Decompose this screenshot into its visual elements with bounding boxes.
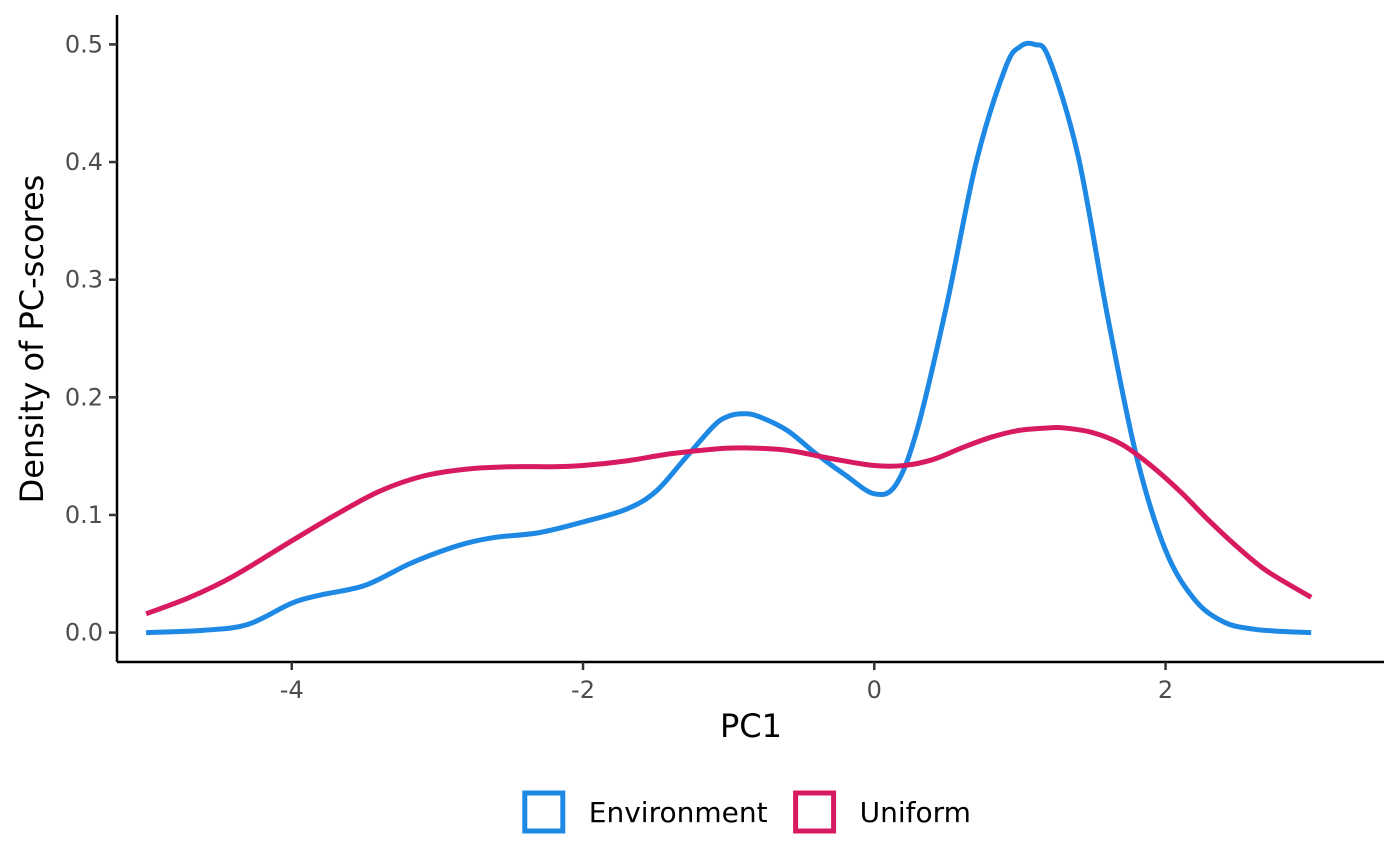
- legend-key-uniform: [793, 790, 837, 834]
- x-tick-label: 0: [867, 676, 882, 704]
- y-tick-label: 0.4: [65, 148, 103, 176]
- plot-lines: [145, 40, 1313, 636]
- y-tick-label: 0.5: [65, 30, 103, 58]
- x-tick-label: 2: [1158, 676, 1173, 704]
- legend-key-environment: [522, 790, 566, 834]
- series-line-environment: [146, 40, 1312, 636]
- y-axis-title: Density of PC-scores: [13, 175, 51, 504]
- legend: Environment Uniform: [522, 790, 971, 834]
- x-tick-label: -4: [280, 676, 304, 704]
- legend-label-uniform: Uniform: [860, 796, 971, 829]
- x-tick-label: -2: [571, 676, 595, 704]
- legend-item-environment: Environment: [522, 790, 768, 834]
- y-tick-label: 0.3: [65, 266, 103, 294]
- x-axis-title: PC1: [720, 707, 782, 745]
- x-axis-ticks: -4 -2 0 2: [280, 662, 1173, 704]
- legend-item-uniform: Uniform: [793, 790, 971, 834]
- y-tick-label: 0.0: [65, 619, 103, 647]
- series-line-uniform: [145, 424, 1313, 617]
- y-axis-ticks: 0.0 0.1 0.2 0.3 0.4 0.5: [65, 30, 117, 647]
- legend-label-environment: Environment: [589, 796, 768, 829]
- y-tick-label: 0.1: [65, 501, 103, 529]
- y-tick-label: 0.2: [65, 383, 103, 411]
